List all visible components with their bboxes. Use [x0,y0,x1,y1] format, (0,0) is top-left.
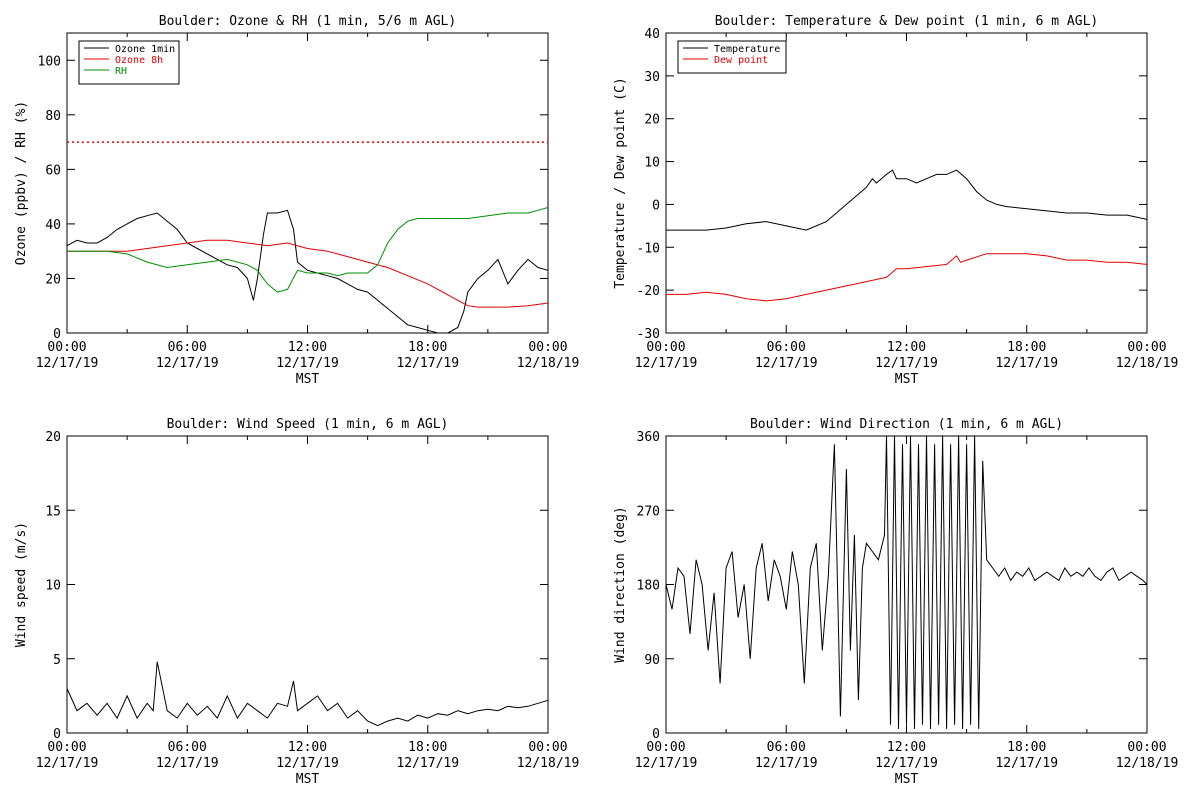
y-tick-label: 270 [637,504,660,519]
x-tick-label: 00:00 [646,340,685,355]
series-line-1 [67,239,549,308]
legend-label: Ozone 1min [115,44,175,55]
plot-frame [665,32,1148,334]
x-tick-label: 18:00 [408,340,447,355]
x-tick-label: 06:00 [168,340,207,355]
x-tick-label: 18:00 [408,740,447,755]
y-tick-label: 40 [644,27,660,42]
x-axis-label: MST [296,772,320,787]
x-tick-label: 00:00 [646,740,685,755]
y-axis-label: Wind direction (deg) [613,506,628,663]
x-tick-date: 12/17/19 [276,356,339,371]
x-tick-date: 12/18/19 [517,356,580,371]
y-tick-label: 10 [644,156,660,171]
x-tick-date: 12/18/19 [517,756,580,771]
legend-label: Dew point [714,55,768,66]
x-tick-date: 12/17/19 [156,756,219,771]
series-line-0 [66,661,549,727]
series-line-0 [665,435,1148,729]
x-tick-label: 00:00 [528,740,567,755]
legend-label: RH [115,66,127,77]
y-tick-label: -10 [637,241,660,256]
legend-label: Ozone 8h [115,55,163,66]
x-tick-label: 06:00 [767,740,806,755]
plot-frame [66,435,549,734]
x-tick-label: 12:00 [887,740,926,755]
y-tick-label: 80 [45,109,61,124]
x-tick-date: 12/17/19 [875,356,938,371]
x-tick-date: 12/17/19 [396,356,459,371]
y-tick-label: 100 [38,54,61,69]
x-tick-label: 12:00 [288,340,327,355]
x-tick-label: 00:00 [47,340,86,355]
x-tick-date: 12/17/19 [156,356,219,371]
y-tick-label: 20 [644,113,660,128]
y-axis-label: Ozone (ppbv) / RH (%) [14,101,29,265]
y-tick-label: 0 [652,727,660,742]
x-tick-label: 18:00 [1007,340,1046,355]
y-tick-label: 20 [45,430,61,445]
series-line-2 [67,207,549,293]
y-tick-label: 180 [637,579,660,594]
series-line-0 [66,209,549,334]
legend-label: Temperature [714,44,780,55]
x-tick-date: 12/17/19 [755,756,818,771]
x-tick-label: 12:00 [887,340,926,355]
plot-frame [665,435,1148,734]
chart-temp_dew: Boulder: Temperature & Dew point (1 min,… [613,14,1178,387]
y-tick-label: 40 [45,218,61,233]
x-tick-label: 00:00 [1127,340,1166,355]
chart-title: Boulder: Wind Direction (1 min, 6 m AGL) [750,417,1063,432]
y-tick-label: 0 [53,727,61,742]
x-tick-label: 12:00 [288,740,327,755]
x-tick-date: 12/17/19 [755,356,818,371]
x-tick-date: 12/17/19 [995,756,1058,771]
chart-title: Boulder: Ozone & RH (1 min, 5/6 m AGL) [159,14,456,29]
y-tick-label: 15 [45,504,61,519]
x-axis-label: MST [296,372,320,387]
x-tick-label: 00:00 [47,740,86,755]
y-tick-label: 60 [45,163,61,178]
x-tick-date: 12/18/19 [1116,356,1179,371]
y-axis-label: Temperature / Dew point (C) [613,77,628,288]
x-tick-date: 12/17/19 [875,756,938,771]
y-tick-label: -30 [637,327,660,342]
x-tick-date: 12/17/19 [276,756,339,771]
chart-title: Boulder: Temperature & Dew point (1 min,… [715,14,1099,29]
x-tick-date: 12/17/19 [36,756,99,771]
x-tick-date: 12/17/19 [635,356,698,371]
x-tick-label: 06:00 [767,340,806,355]
y-tick-label: -20 [637,284,660,299]
y-tick-label: 10 [45,579,61,594]
y-tick-label: 0 [53,327,61,342]
x-tick-label: 06:00 [168,740,207,755]
x-tick-date: 12/17/19 [635,756,698,771]
chart-title: Boulder: Wind Speed (1 min, 6 m AGL) [167,417,449,432]
x-tick-date: 12/18/19 [1116,756,1179,771]
x-tick-date: 12/17/19 [396,756,459,771]
x-tick-date: 12/17/19 [995,356,1058,371]
legend-box [677,40,787,74]
chart-wind_dir: Boulder: Wind Direction (1 min, 6 m AGL)… [613,417,1178,787]
x-tick-label: 00:00 [1127,740,1166,755]
y-tick-label: 360 [637,430,660,445]
series-line-0 [666,169,1148,231]
x-tick-label: 18:00 [1007,740,1046,755]
y-tick-label: 20 [45,272,61,287]
y-tick-label: 90 [644,653,660,668]
y-axis-label: Wind speed (m/s) [14,522,29,647]
x-tick-date: 12/17/19 [36,356,99,371]
x-tick-label: 00:00 [528,340,567,355]
chart-wind_speed: Boulder: Wind Speed (1 min, 6 m AGL) 0 5 10… [14,417,579,787]
chart-ozone_rh: Boulder: Ozone & RH (1 min, 5/6 m AGL) 0 2… [14,14,579,387]
x-axis-label: MST [895,772,919,787]
y-tick-label: 30 [644,70,660,85]
y-tick-label: 0 [652,198,660,213]
x-axis-label: MST [895,372,919,387]
series-line-1 [666,253,1148,302]
y-tick-label: 5 [53,653,61,668]
